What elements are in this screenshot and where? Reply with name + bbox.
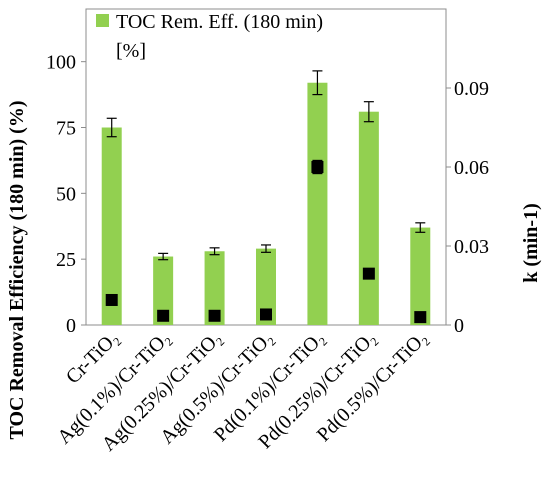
- bar: [410, 227, 431, 325]
- rate-point: [208, 309, 221, 322]
- rate-point: [414, 311, 427, 324]
- bar: [204, 251, 225, 325]
- right-tick-label: 0.03: [454, 236, 489, 258]
- bar: [256, 248, 276, 325]
- right-tick-label: 0.06: [454, 157, 489, 179]
- left-axis-ticks: 0 25 50 75 100: [46, 52, 86, 337]
- bar: [153, 256, 174, 325]
- left-tick-label: 100: [46, 52, 76, 74]
- y2-axis-title: k (min-1): [520, 203, 542, 282]
- rate-constant-series: [105, 159, 427, 324]
- bar-series: [101, 82, 431, 325]
- legend: TOC Rem. Eff. (180 min) [%]: [96, 11, 323, 62]
- rate-point: [260, 308, 272, 321]
- bar: [101, 127, 122, 325]
- legend-label-line1: TOC Rem. Eff. (180 min): [116, 11, 323, 33]
- right-tick-label: 0.09: [454, 78, 489, 100]
- right-axis-ticks: 0 0.03 0.06 0.09: [446, 78, 489, 337]
- left-tick-label: 50: [56, 183, 76, 205]
- legend-swatch: [96, 14, 109, 27]
- rate-point: [105, 293, 118, 306]
- rate-point: [157, 309, 170, 322]
- x-axis-tick-labels: Cr-TiO₂Ag(0.1%)/Cr-TiO₂Ag(0.25%)/Cr-TiO₂…: [53, 327, 432, 456]
- y-axis-title: TOC Removal Efficiency (180 min) (%): [6, 100, 28, 439]
- left-tick-label: 0: [66, 315, 76, 337]
- error-bars: [106, 70, 426, 261]
- legend-label-line2: [%]: [116, 40, 146, 62]
- left-tick-label: 25: [56, 249, 76, 271]
- left-tick-label: 75: [56, 118, 76, 140]
- bar: [358, 111, 379, 325]
- right-tick-label: 0: [454, 315, 464, 337]
- rate-point: [311, 161, 324, 173]
- rate-point: [362, 267, 375, 280]
- bar: [307, 82, 328, 325]
